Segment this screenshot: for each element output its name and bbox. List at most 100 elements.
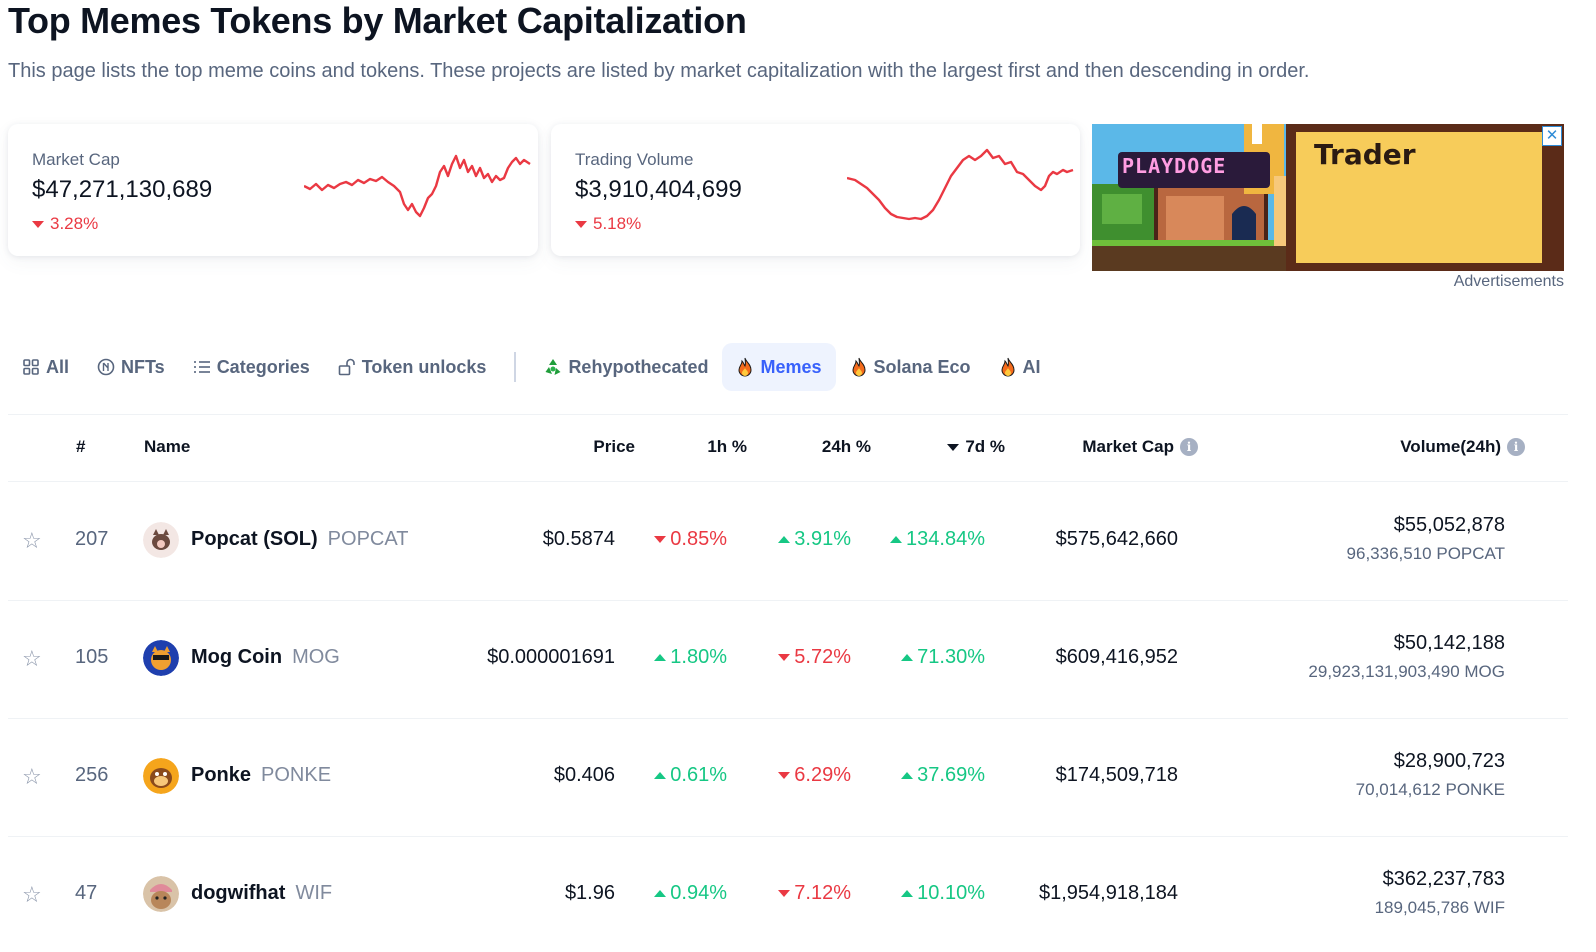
recycle-icon: [544, 358, 562, 376]
playdoge-ad-image: [1092, 124, 1564, 271]
coin-logo[interactable]: [143, 758, 179, 794]
header-market-cap[interactable]: Market Cap i: [1082, 437, 1198, 457]
volume-cell[interactable]: $362,237,783: [1382, 868, 1505, 890]
market-cap-sparkline: [304, 154, 531, 218]
header-volume[interactable]: Volume(24h) i: [1400, 437, 1525, 457]
change-1h: 0.85%: [654, 528, 727, 551]
info-icon[interactable]: i: [1180, 438, 1198, 456]
trading-volume-label: Trading Volume: [575, 150, 694, 169]
tab-solana-eco-label: Solana Eco: [873, 356, 971, 377]
change-1h: 0.94%: [654, 882, 727, 905]
rank-cell: 207: [75, 528, 109, 550]
tab-rehypothecated-label: Rehypothecated: [568, 356, 709, 377]
tab-ai[interactable]: AI: [985, 343, 1055, 391]
header-24h[interactable]: 24h %: [821, 437, 871, 456]
coin-logo[interactable]: [143, 522, 179, 558]
volume-token-cell: 29,923,131,903,490 MOG: [1308, 662, 1505, 681]
change-24h-value: 5.72%: [794, 646, 851, 668]
info-icon[interactable]: i: [1507, 438, 1525, 456]
caret-up-icon: [654, 890, 667, 897]
change-7d-value: 37.69%: [917, 764, 985, 786]
change-7d: 71.30%: [901, 646, 985, 669]
caret-down-icon: [778, 654, 791, 661]
tab-all-label: All: [46, 356, 70, 377]
caret-down-icon: [575, 220, 587, 228]
header-divider: [8, 481, 1568, 482]
tab-rehypothecated[interactable]: Rehypothecated: [530, 343, 722, 391]
change-1h: 0.61%: [654, 764, 727, 787]
market-cap-change: 3.28%: [32, 214, 98, 234]
change-24h-value: 6.29%: [794, 764, 851, 786]
tab-categories-label: Categories: [216, 356, 310, 377]
volume-cell[interactable]: $55,052,878: [1393, 514, 1505, 536]
tab-token-unlocks[interactable]: Token unlocks: [324, 343, 501, 391]
star-icon[interactable]: ☆: [22, 528, 42, 553]
market-cap-change-value: 3.28%: [50, 214, 99, 233]
coin-name-link[interactable]: Popcat (SOL) POPCAT: [191, 528, 408, 551]
ad-headline: Trader: [1314, 138, 1416, 171]
change-24h: 5.72%: [778, 646, 851, 669]
change-7d-value: 10.10%: [917, 882, 985, 904]
coin-name-link[interactable]: Ponke PONKE: [191, 764, 331, 787]
header-market-cap-label: Market Cap: [1082, 437, 1174, 456]
volume-cell[interactable]: $28,900,723: [1393, 750, 1505, 772]
caret-up-icon: [901, 654, 914, 661]
market-cap-label: Market Cap: [32, 150, 120, 169]
rank-cell: 256: [75, 764, 109, 786]
coin-logo[interactable]: [143, 640, 179, 676]
coin-name: Mog Coin: [191, 646, 283, 668]
price-cell: $0.406: [553, 764, 615, 786]
tab-categories[interactable]: Categories: [179, 343, 324, 391]
coin-symbol: MOG: [292, 646, 340, 668]
price-cell: $0.000001691: [487, 646, 615, 668]
header-volume-label: Volume(24h): [1400, 437, 1501, 456]
coin-name-link[interactable]: Mog Coin MOG: [191, 646, 340, 669]
fire-icon: [999, 357, 1017, 377]
rank-cell: 105: [75, 646, 109, 668]
caret-up-icon: [901, 772, 914, 779]
advertisement-banner[interactable]: PLAYDOGE Trader ✕: [1092, 124, 1564, 271]
caret-up-icon: [778, 536, 791, 543]
ad-close-button[interactable]: ✕: [1542, 126, 1562, 146]
advertisements-label: Advertisements: [1453, 273, 1564, 290]
header-7d[interactable]: 7d %: [947, 437, 1005, 457]
tab-divider: [514, 352, 517, 382]
trading-volume-sparkline: [847, 148, 1074, 221]
star-icon[interactable]: ☆: [22, 646, 42, 671]
tab-memes[interactable]: Memes: [722, 343, 836, 391]
header-1h[interactable]: 1h %: [707, 437, 747, 456]
coin-logo[interactable]: [143, 876, 179, 912]
volume-token-cell: 70,014,612 PONKE: [1355, 780, 1505, 799]
header-price[interactable]: Price: [593, 437, 635, 456]
rank-cell: 47: [75, 882, 98, 904]
page-title: Top Memes Tokens by Market Capitalizatio…: [8, 0, 747, 41]
market-cap-cell: $174,509,718: [1055, 764, 1178, 786]
coin-name: Ponke: [191, 764, 252, 786]
header-rank[interactable]: #: [76, 437, 86, 456]
market-cap-card[interactable]: Market Cap $47,271,130,689 3.28%: [8, 124, 538, 256]
volume-cell[interactable]: $50,142,188: [1393, 632, 1505, 654]
table-row[interactable]: ☆ 256 Ponke PONKE $0.406 0.61% 6.29% 37.6…: [8, 718, 1568, 836]
change-7d: 10.10%: [901, 882, 985, 905]
caret-down-icon: [778, 890, 791, 897]
trading-volume-card[interactable]: Trading Volume $3,910,404,699 5.18%: [551, 124, 1080, 256]
coin-symbol: POPCAT: [327, 528, 409, 550]
star-icon[interactable]: ☆: [22, 764, 42, 789]
header-name[interactable]: Name: [144, 437, 191, 456]
change-24h-value: 7.12%: [794, 882, 851, 904]
coin-name-link[interactable]: dogwifhat WIF: [191, 882, 332, 905]
price-cell: $0.5874: [542, 528, 615, 550]
table-row[interactable]: ☆ 105 Mog Coin MOG $0.000001691 1.80% 5.7…: [8, 600, 1568, 718]
star-icon[interactable]: ☆: [22, 882, 42, 907]
tab-nfts[interactable]: NFTs: [83, 343, 179, 391]
tab-token-unlocks-label: Token unlocks: [361, 356, 487, 377]
table-row[interactable]: ☆ 47 dogwifhat WIF $1.96 0.94% 7.12% 10.1…: [8, 836, 1568, 952]
header-7d-label: 7d %: [965, 437, 1005, 456]
change-1h-value: 0.85%: [670, 528, 727, 550]
coin-symbol: WIF: [295, 882, 333, 904]
table-row[interactable]: ☆ 207 Popcat (SOL) POPCAT $0.5874 0.85% 3…: [8, 482, 1568, 600]
tab-solana-eco[interactable]: Solana Eco: [836, 343, 985, 391]
tab-all[interactable]: All: [8, 343, 83, 391]
ad-logo-text: PLAYDOGE: [1122, 154, 1227, 178]
trading-volume-value: $3,910,404,699: [575, 176, 742, 203]
